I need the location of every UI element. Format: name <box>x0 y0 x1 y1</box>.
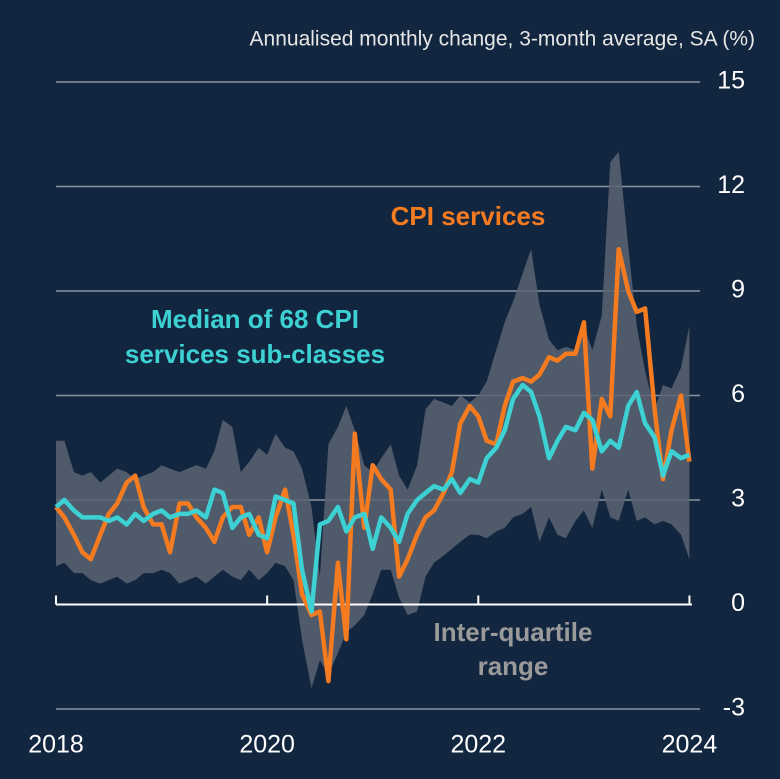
band-label: Inter-quartile <box>434 617 593 647</box>
y-tick-label: 0 <box>731 589 745 617</box>
y-tick-label: 12 <box>717 171 745 199</box>
chart-title: Annualised monthly change, 3-month avera… <box>250 28 755 51</box>
y-tick-label: 9 <box>731 276 745 304</box>
iqr-band <box>56 151 690 689</box>
x-tick-label: 2018 <box>28 731 84 759</box>
series-line <box>54 246 692 684</box>
band-label: range <box>478 651 549 681</box>
x-tick-label: 2020 <box>239 731 295 759</box>
y-tick-label: 3 <box>731 485 745 513</box>
series-line <box>54 382 691 614</box>
y-tick-label: 6 <box>731 380 745 408</box>
y-tick-label: -3 <box>723 694 745 722</box>
series-label: services sub-classes <box>125 339 385 369</box>
x-tick-label: 2024 <box>662 731 718 759</box>
series-label: CPI services <box>391 201 546 231</box>
series-label: Median of 68 CPI <box>151 304 359 334</box>
x-tick-label: 2022 <box>450 731 506 759</box>
y-tick-label: 15 <box>717 67 745 95</box>
